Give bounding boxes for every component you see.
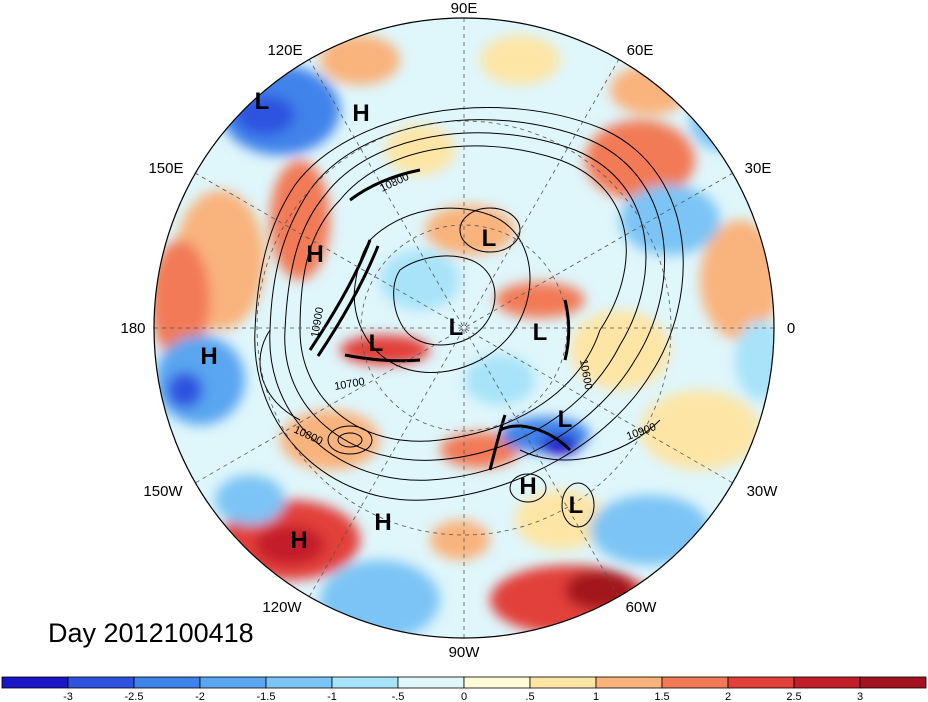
colorbar: -3 -2.5 -2 -1.5 -1 -.5 0 .5 1 1.5 2 2.5 3 <box>1 676 927 702</box>
pressure-center: H <box>306 241 323 268</box>
colorbar-box <box>67 676 135 689</box>
pressure-center: L <box>533 319 548 346</box>
lon-label-120w: 120W <box>262 599 302 616</box>
lon-label-60e: 60E <box>627 42 654 59</box>
lon-label-150w: 150W <box>143 483 183 500</box>
colorbar-tick-label: -2 <box>195 691 205 702</box>
lon-label-30w: 30W <box>747 483 779 500</box>
polar-map: 90E 60E 30E 0 30W 60W 90W 120W 150W 180 … <box>120 0 795 661</box>
map-boundary <box>153 17 775 639</box>
lon-label-90e: 90E <box>451 0 478 17</box>
colorbar-box <box>331 676 399 689</box>
pressure-center: H <box>374 509 391 536</box>
lon-label-120e: 120E <box>267 42 302 59</box>
colorbar-box <box>727 676 795 689</box>
colorbar-tick-label: -1.5 <box>257 691 276 702</box>
colorbar-tick-label: 2.5 <box>786 691 801 702</box>
jet-streak-contours <box>308 168 572 471</box>
colorbar-box <box>199 676 267 689</box>
colorbar-tick-label: .5 <box>525 691 534 702</box>
lon-label-60w: 60W <box>626 599 658 616</box>
colorbar-tick-label: -.5 <box>392 691 405 702</box>
colorbar-tick-label: 3 <box>857 691 863 702</box>
pressure-center: L <box>369 330 384 357</box>
pressure-center: H <box>519 473 536 500</box>
pressure-center: L <box>482 225 497 252</box>
colorbar-tick-label: 1.5 <box>654 691 669 702</box>
lon-label-90w: 90W <box>449 644 481 661</box>
contour-label: 10900 <box>309 306 326 338</box>
pressure-center: L <box>558 406 573 433</box>
lon-label-150e: 150E <box>148 160 183 177</box>
colorbar-tick-label: 2 <box>725 691 731 702</box>
pressure-center: H <box>290 527 307 554</box>
contour-label: 10600 <box>577 358 594 390</box>
lon-label-180: 180 <box>120 320 145 337</box>
colorbar-box <box>397 676 465 689</box>
colorbar-box <box>529 676 597 689</box>
anomaly-field <box>154 18 774 638</box>
colorbar-tick-label: -2.5 <box>125 691 144 702</box>
colorbar-box <box>793 676 861 689</box>
colorbar-box <box>1 676 69 689</box>
colorbar-tick-label: -3 <box>63 691 73 702</box>
graticule <box>154 18 774 638</box>
colorbar-box <box>265 676 333 689</box>
pressure-center: L <box>255 88 270 115</box>
colorbar-box <box>595 676 663 689</box>
colorbar-box <box>661 676 729 689</box>
day-label: Day 2012100418 <box>48 618 254 648</box>
contour-label: 10700 <box>333 376 365 393</box>
lon-label-0: 0 <box>787 320 795 337</box>
pressure-center: H <box>352 100 369 127</box>
pressure-center: H <box>200 343 217 370</box>
lon-label-30e: 30E <box>745 160 772 177</box>
colorbar-tick-label: 0 <box>461 691 467 702</box>
colorbar-box <box>859 676 927 689</box>
colorbar-box <box>133 676 201 689</box>
pressure-center: L <box>449 314 464 341</box>
height-contours <box>254 107 684 528</box>
colorbar-tick-label: 1 <box>593 691 599 702</box>
colorbar-tick-label: -1 <box>327 691 337 702</box>
colorbar-box <box>463 676 531 689</box>
pressure-center: L <box>569 492 584 519</box>
